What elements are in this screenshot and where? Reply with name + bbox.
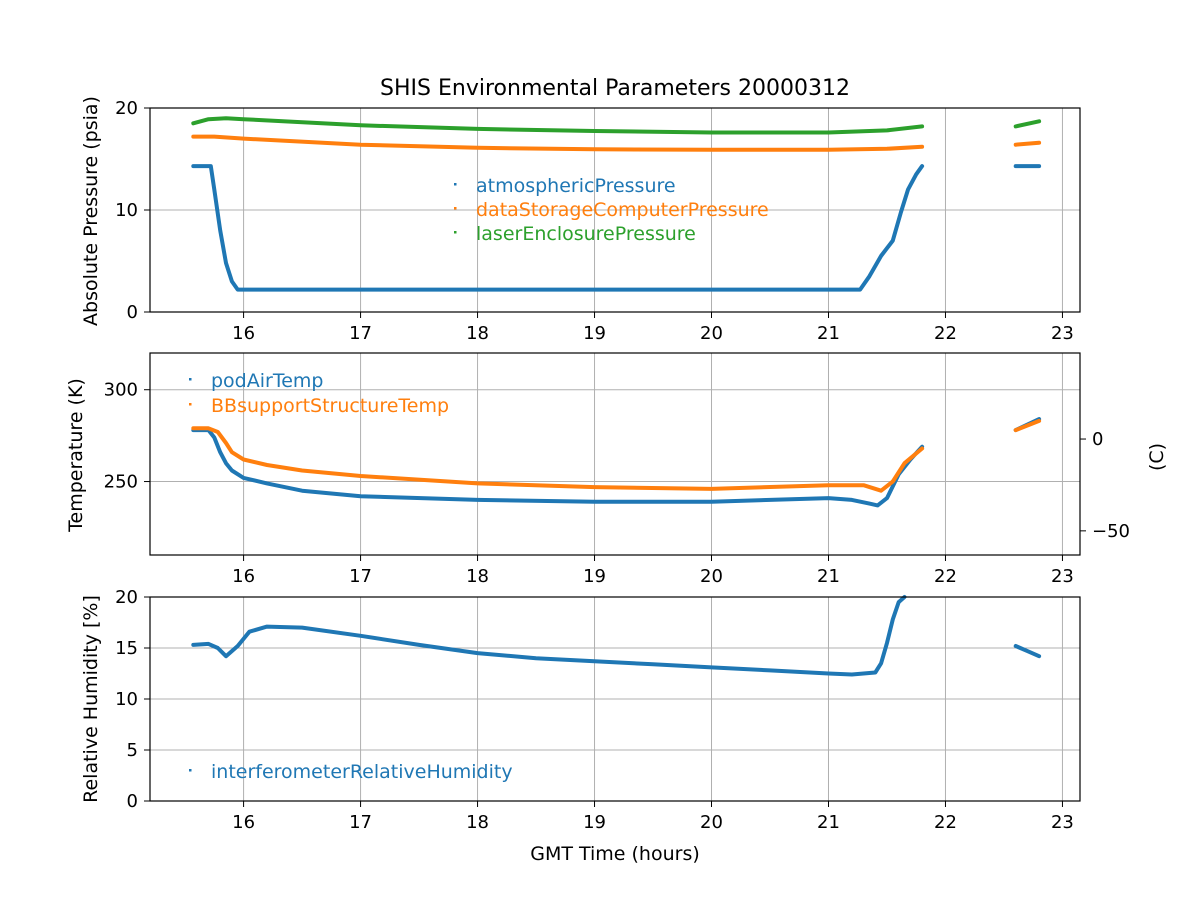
series-laserEnclosurePressure-segment-0 [191,116,925,135]
legend-label: laserEnclosurePressure [476,223,696,245]
y-tick-label: 300 [104,380,138,401]
x-tick-label: 16 [232,812,255,833]
temperature-right-axis-label: (C) [1146,443,1168,471]
x-tick-label: 18 [466,323,489,344]
chart-title: SHIS Environmental Parameters 20000312 [380,76,850,101]
y-tick-label: 5 [127,740,138,761]
series-laserEnclosurePressure-segment-1 [1013,119,1042,129]
temperature-plot-area [191,417,1042,508]
legend-marker [189,769,192,772]
x-tick-label: 23 [1051,323,1074,344]
x-tick-label: 16 [232,323,255,344]
temperature-legend: podAirTemp BBsupportStructureTemp [189,370,449,417]
y-tick-label: 20 [115,98,138,119]
y-tick-label: 10 [115,689,138,710]
series-dataStorageComputerPressure-segment-1 [1013,140,1042,147]
x-tick-label: 22 [934,323,957,344]
series-podAirTemp-segment-0 [191,428,925,508]
series-atmosphericPressure-segment-0 [191,164,925,292]
y-tick-label: 10 [115,200,138,221]
x-tick-label: 18 [466,566,489,587]
x-tick-label: 17 [349,812,372,833]
x-tick-label: 20 [700,323,723,344]
x-tick-label: 19 [583,812,606,833]
legend-label: interferometerRelativeHumidity [211,761,513,783]
humidity-legend: interferometerRelativeHumidity [189,761,513,783]
y-tick-label: 15 [115,638,138,659]
x-tick-label: 22 [934,812,957,833]
x-tick-label: 22 [934,566,957,587]
x-tick-label: 20 [700,812,723,833]
pressure-panel: 16 17 18 19 20 21 22 23 0 10 20 Absolute Pressure … [80,96,1081,344]
temperature-ticks: 16 17 18 19 20 21 22 23 250 300 [104,380,1074,587]
legend-label: atmosphericPressure [476,175,676,197]
legend-marker [189,403,192,406]
temperature-grid [150,353,1080,555]
x-tick-label: 21 [817,812,840,833]
temperature-axes-frame [149,352,1081,556]
x-tick-label: 16 [232,566,255,587]
temperature-y-axis-label: Temperature (K) [65,378,87,533]
x-tick-label: 19 [583,323,606,344]
legend-marker [454,207,457,210]
right-tick-label: −50 [1092,521,1130,542]
humidity-panel: 16 17 18 19 20 21 22 23 0 5 10 15 20 Relative Humidi… [80,587,1081,865]
legend-marker [189,378,192,381]
x-tick-label: 21 [817,323,840,344]
pressure-y-axis-label: Absolute Pressure (psia) [80,96,102,326]
pressure-plot-area [191,116,1042,292]
x-tick-label: 20 [700,566,723,587]
series-BBsupportStructureTemp-segment-1 [1013,418,1042,433]
series-BBsupportStructureTemp-segment-0 [191,426,925,493]
y-tick-label: 20 [115,587,138,608]
right-tick-label: 0 [1092,429,1103,450]
temperature-panel: 16 17 18 19 20 21 22 23 250 300 −50 0 Temperature … [65,352,1168,587]
y-tick-label: 0 [127,302,138,323]
legend-label: BBsupportStructureTemp [211,395,449,417]
x-tick-label: 21 [817,566,840,587]
humidity-ticks: 16 17 18 19 20 21 22 23 0 5 10 15 20 [115,587,1074,833]
x-tick-label: 17 [349,566,372,587]
legend-label: dataStorageComputerPressure [476,199,769,221]
legend-marker [454,183,457,186]
series-interferometerRelativeHumidity-segment-1 [1013,644,1042,659]
x-tick-label: 23 [1051,566,1074,587]
humidity-y-axis-label: Relative Humidity [%] [80,595,102,803]
y-tick-label: 0 [127,791,138,812]
series-dataStorageComputerPressure-segment-0 [191,134,925,152]
y-tick-label: 250 [104,472,138,493]
x-tick-label: 19 [583,566,606,587]
series-interferometerRelativeHumidity-segment-0 [191,595,907,677]
pressure-ticks: 16 17 18 19 20 21 22 23 0 10 20 [115,98,1074,344]
temperature-right-ticks: −50 0 [1080,429,1130,542]
x-axis-label: GMT Time (hours) [530,843,700,865]
legend-label: podAirTemp [211,370,323,392]
x-tick-label: 18 [466,812,489,833]
legend-marker [454,231,457,234]
x-tick-label: 17 [349,323,372,344]
x-tick-label: 23 [1051,812,1074,833]
humidity-plot-area [191,595,1042,677]
pressure-legend: atmosphericPressuredataStorageComputerPr… [454,175,769,245]
